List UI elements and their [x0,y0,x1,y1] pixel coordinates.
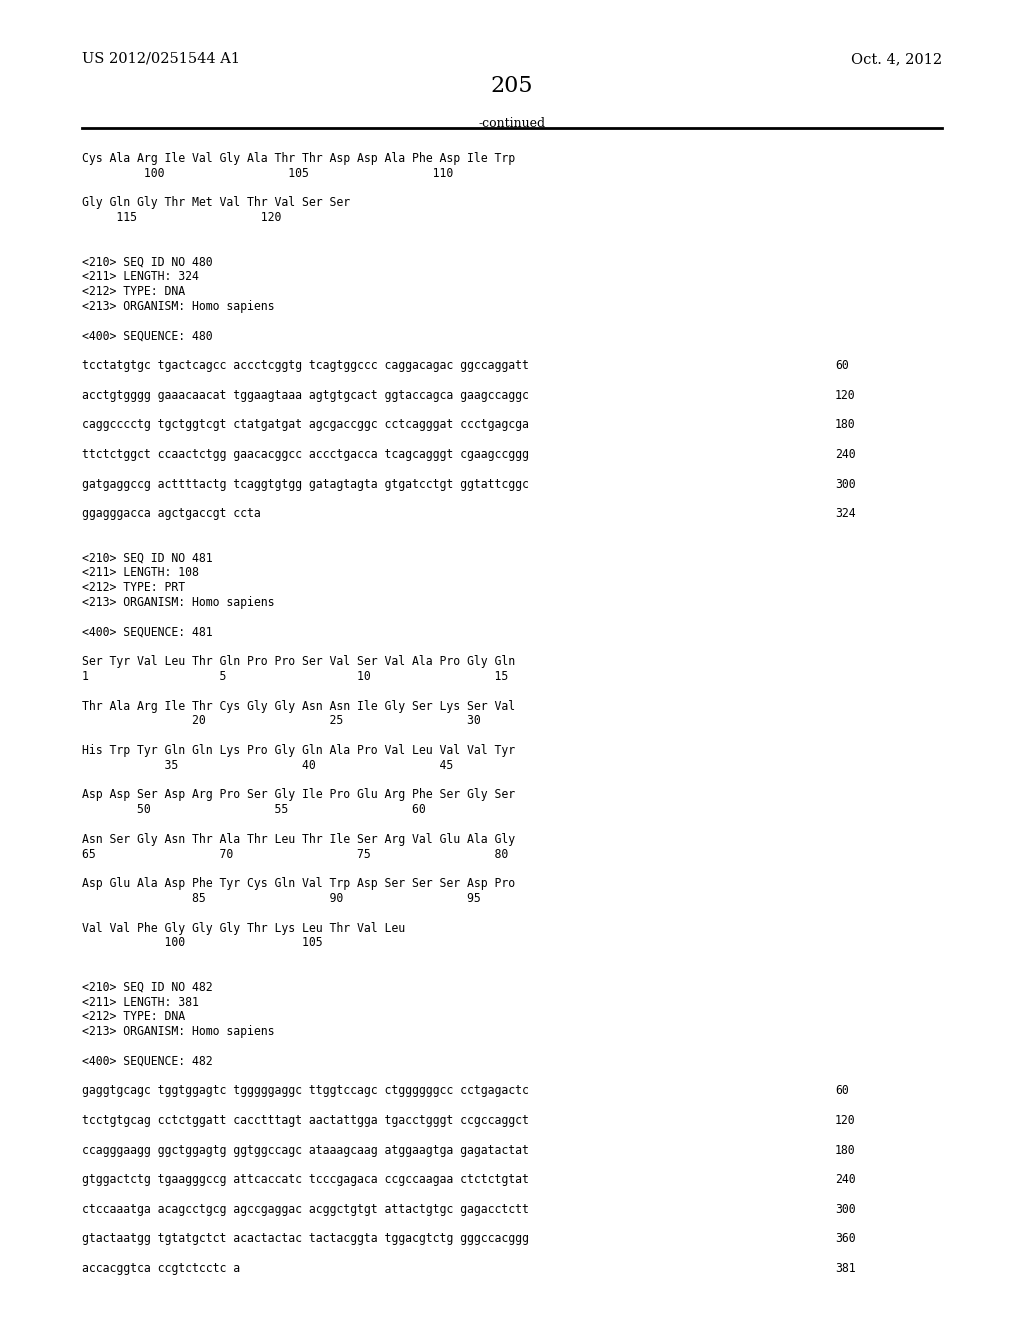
Text: 180: 180 [835,418,856,432]
Text: 20                  25                  30: 20 25 30 [82,714,480,727]
Text: tcctatgtgc tgactcagcc accctcggtg tcagtggccc caggacagac ggccaggatt: tcctatgtgc tgactcagcc accctcggtg tcagtgg… [82,359,528,372]
Text: -continued: -continued [478,117,546,129]
Text: 100                 105: 100 105 [82,936,323,949]
Text: 120: 120 [835,389,856,401]
Text: 381: 381 [835,1262,856,1275]
Text: <400> SEQUENCE: 482: <400> SEQUENCE: 482 [82,1055,213,1068]
Text: Asp Glu Ala Asp Phe Tyr Cys Gln Val Trp Asp Ser Ser Ser Asp Pro: Asp Glu Ala Asp Phe Tyr Cys Gln Val Trp … [82,878,515,890]
Text: 100                  105                  110: 100 105 110 [82,166,454,180]
Text: Val Val Phe Gly Gly Gly Thr Lys Leu Thr Val Leu: Val Val Phe Gly Gly Gly Thr Lys Leu Thr … [82,921,406,935]
Text: 180: 180 [835,1143,856,1156]
Text: 85                  90                  95: 85 90 95 [82,892,480,906]
Text: <210> SEQ ID NO 482: <210> SEQ ID NO 482 [82,981,213,994]
Text: <211> LENGTH: 381: <211> LENGTH: 381 [82,995,199,1008]
Text: <400> SEQUENCE: 481: <400> SEQUENCE: 481 [82,626,213,639]
Text: ggagggacca agctgaccgt ccta: ggagggacca agctgaccgt ccta [82,507,261,520]
Text: caggcccctg tgctggtcgt ctatgatgat agcgaccggc cctcagggat ccctgagcga: caggcccctg tgctggtcgt ctatgatgat agcgacc… [82,418,528,432]
Text: <213> ORGANISM: Homo sapiens: <213> ORGANISM: Homo sapiens [82,597,274,609]
Text: 300: 300 [835,478,856,491]
Text: 60: 60 [835,359,849,372]
Text: US 2012/0251544 A1: US 2012/0251544 A1 [82,51,240,66]
Text: ctccaaatga acagcctgcg agccgaggac acggctgtgt attactgtgc gagacctctt: ctccaaatga acagcctgcg agccgaggac acggctg… [82,1203,528,1216]
Text: His Trp Tyr Gln Gln Lys Pro Gly Gln Ala Pro Val Leu Val Val Tyr: His Trp Tyr Gln Gln Lys Pro Gly Gln Ala … [82,744,515,756]
Text: 360: 360 [835,1233,856,1245]
Text: 205: 205 [490,75,534,96]
Text: ttctctggct ccaactctgg gaacacggcc accctgacca tcagcagggt cgaagccggg: ttctctggct ccaactctgg gaacacggcc accctga… [82,447,528,461]
Text: Thr Ala Arg Ile Thr Cys Gly Gly Asn Asn Ile Gly Ser Lys Ser Val: Thr Ala Arg Ile Thr Cys Gly Gly Asn Asn … [82,700,515,713]
Text: tcctgtgcag cctctggatt cacctttagt aactattgga tgacctgggt ccgccaggct: tcctgtgcag cctctggatt cacctttagt aactatt… [82,1114,528,1127]
Text: gtggactctg tgaagggccg attcaccatc tcccgagaca ccgccaagaa ctctctgtat: gtggactctg tgaagggccg attcaccatc tcccgag… [82,1173,528,1187]
Text: <211> LENGTH: 324: <211> LENGTH: 324 [82,271,199,284]
Text: 240: 240 [835,1173,856,1187]
Text: 50                  55                  60: 50 55 60 [82,803,426,816]
Text: <400> SEQUENCE: 480: <400> SEQUENCE: 480 [82,330,213,343]
Text: <212> TYPE: DNA: <212> TYPE: DNA [82,285,185,298]
Text: 35                  40                  45: 35 40 45 [82,759,454,772]
Text: 60: 60 [835,1085,849,1097]
Text: 324: 324 [835,507,856,520]
Text: <213> ORGANISM: Homo sapiens: <213> ORGANISM: Homo sapiens [82,300,274,313]
Text: <210> SEQ ID NO 480: <210> SEQ ID NO 480 [82,256,213,268]
Text: Gly Gln Gly Thr Met Val Thr Val Ser Ser: Gly Gln Gly Thr Met Val Thr Val Ser Ser [82,197,350,210]
Text: gatgaggccg acttttactg tcaggtgtgg gatagtagta gtgatcctgt ggtattcggc: gatgaggccg acttttactg tcaggtgtgg gatagta… [82,478,528,491]
Text: 120: 120 [835,1114,856,1127]
Text: <211> LENGTH: 108: <211> LENGTH: 108 [82,566,199,579]
Text: 115                  120: 115 120 [82,211,282,224]
Text: accacggtca ccgtctcctc a: accacggtca ccgtctcctc a [82,1262,240,1275]
Text: <210> SEQ ID NO 481: <210> SEQ ID NO 481 [82,552,213,565]
Text: Oct. 4, 2012: Oct. 4, 2012 [851,51,942,66]
Text: Asn Ser Gly Asn Thr Ala Thr Leu Thr Ile Ser Arg Val Glu Ala Gly: Asn Ser Gly Asn Thr Ala Thr Leu Thr Ile … [82,833,515,846]
Text: ccagggaagg ggctggagtg ggtggccagc ataaagcaag atggaagtga gagatactat: ccagggaagg ggctggagtg ggtggccagc ataaagc… [82,1143,528,1156]
Text: <212> TYPE: PRT: <212> TYPE: PRT [82,581,185,594]
Text: Asp Asp Ser Asp Arg Pro Ser Gly Ile Pro Glu Arg Phe Ser Gly Ser: Asp Asp Ser Asp Arg Pro Ser Gly Ile Pro … [82,788,515,801]
Text: acctgtgggg gaaacaacat tggaagtaaa agtgtgcact ggtaccagca gaagccaggc: acctgtgggg gaaacaacat tggaagtaaa agtgtgc… [82,389,528,401]
Text: Ser Tyr Val Leu Thr Gln Pro Pro Ser Val Ser Val Ala Pro Gly Gln: Ser Tyr Val Leu Thr Gln Pro Pro Ser Val … [82,655,515,668]
Text: gtactaatgg tgtatgctct acactactac tactacggta tggacgtctg gggccacggg: gtactaatgg tgtatgctct acactactac tactacg… [82,1233,528,1245]
Text: Cys Ala Arg Ile Val Gly Ala Thr Thr Asp Asp Ala Phe Asp Ile Trp: Cys Ala Arg Ile Val Gly Ala Thr Thr Asp … [82,152,515,165]
Text: 1                   5                   10                  15: 1 5 10 15 [82,671,508,682]
Text: <212> TYPE: DNA: <212> TYPE: DNA [82,1010,185,1023]
Text: <213> ORGANISM: Homo sapiens: <213> ORGANISM: Homo sapiens [82,1026,274,1039]
Text: gaggtgcagc tggtggagtc tgggggaggc ttggtccagc ctggggggcc cctgagactc: gaggtgcagc tggtggagtc tgggggaggc ttggtcc… [82,1085,528,1097]
Text: 65                  70                  75                  80: 65 70 75 80 [82,847,508,861]
Text: 240: 240 [835,447,856,461]
Text: 300: 300 [835,1203,856,1216]
